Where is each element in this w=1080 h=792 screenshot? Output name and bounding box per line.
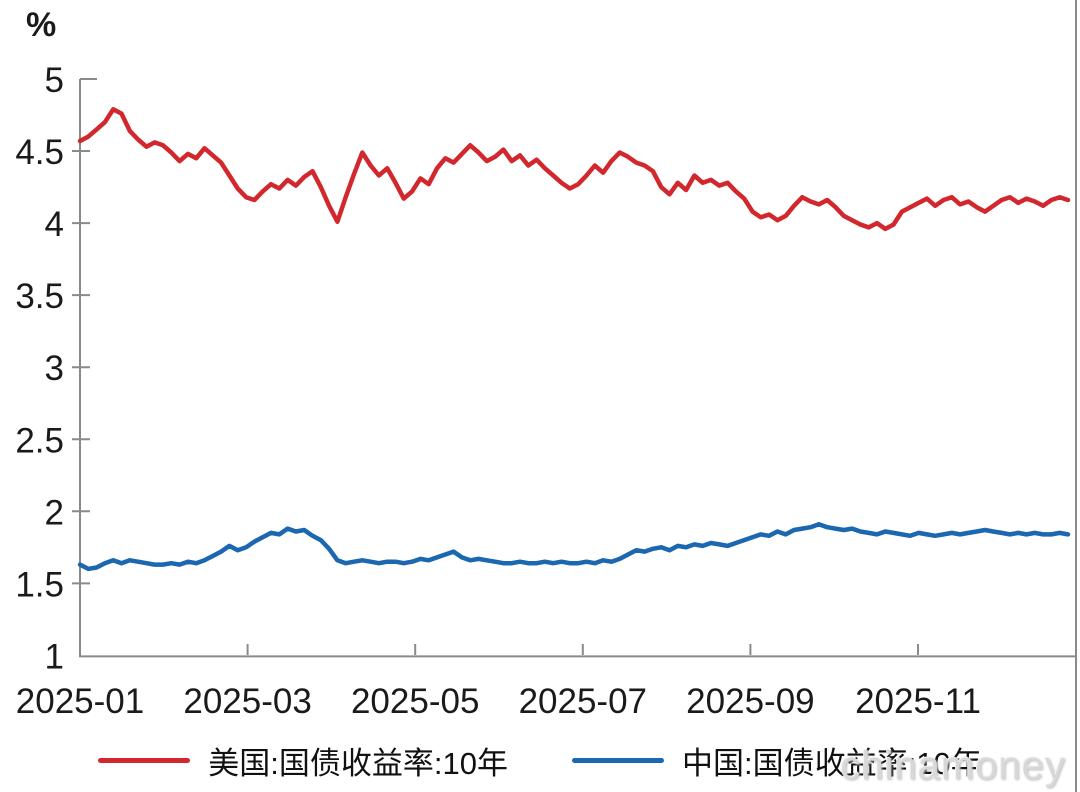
y-tick-label: 1: [45, 637, 64, 676]
y-tick-label: 2.5: [15, 421, 64, 460]
us-series-legend-label: 美国:国债收益率:10年: [208, 746, 508, 781]
x-tick-label: 2025-03: [183, 682, 311, 721]
y-tick-label: 1.5: [15, 565, 64, 604]
china-series-line-swatch: [572, 758, 664, 763]
y-tick-label: 2: [45, 493, 64, 532]
us-series-line-swatch: [98, 758, 191, 763]
y-tick-label: 4.5: [15, 133, 64, 172]
x-tick-label: 2025-07: [519, 682, 647, 721]
y-tick-label: 5: [45, 61, 64, 100]
x-tick-label: 2025-09: [686, 682, 814, 721]
legend-item-us: 美国:国债收益率:10年: [98, 738, 508, 783]
y-tick-label: 3.5: [15, 277, 64, 316]
legend-item-china: 中国:国债收益率:10年: [572, 738, 982, 783]
x-tick-label: 2025-01: [16, 682, 144, 721]
china-series-legend-label: 中国:国债收益率:10年: [682, 746, 982, 781]
y-tick-label: 4: [45, 205, 64, 244]
us-10y-yield-line: [77, 107, 1071, 232]
y-axis-unit-label: %: [26, 6, 57, 44]
x-tick-label: 2025-05: [351, 682, 479, 721]
legend: 美国:国债收益率:10年 中国:国债收益率:10年: [0, 738, 1080, 783]
china-10y-yield-line: [77, 522, 1071, 572]
x-tick-label: 2025-11: [855, 682, 981, 721]
y-tick-label: 3: [45, 349, 64, 388]
